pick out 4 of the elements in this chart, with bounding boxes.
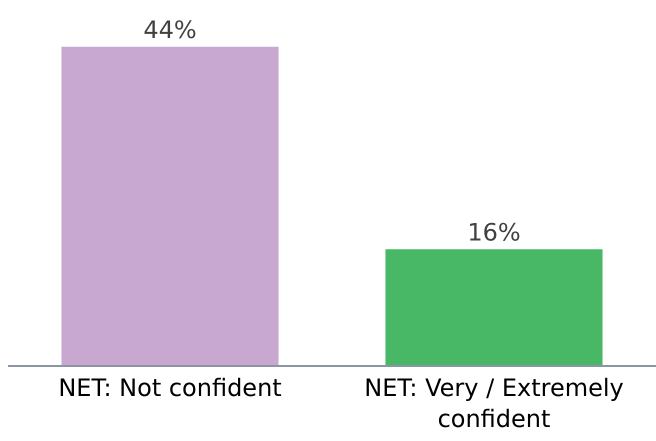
x-tick-label: NET: Very / Extremely confident (364, 374, 624, 433)
data-label: 44% (143, 16, 197, 44)
data-label: 16% (467, 218, 521, 246)
x-tick-label: NET: Not confident (58, 374, 282, 402)
